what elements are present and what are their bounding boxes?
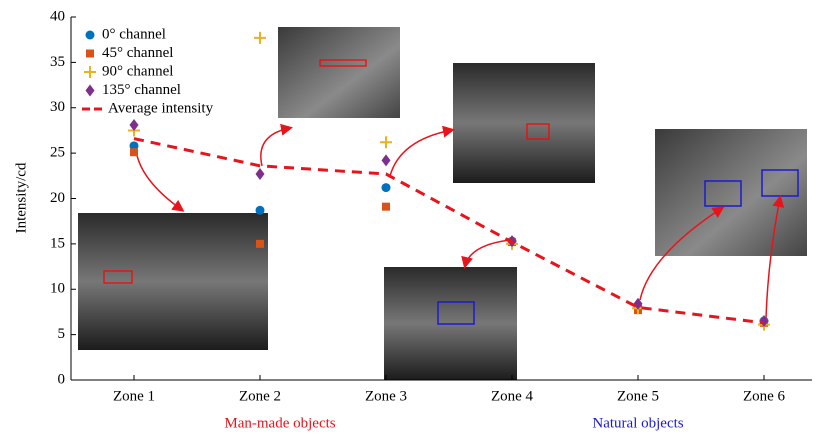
point <box>256 239 264 248</box>
point <box>380 136 392 149</box>
average-line <box>133 137 765 325</box>
x-tick-label: Zone 5 <box>617 388 659 404</box>
roi-box <box>319 59 367 67</box>
roi-box <box>704 180 742 207</box>
y-tick-label: 0 <box>58 371 66 387</box>
y-tick-label: 10 <box>50 281 65 297</box>
point <box>130 148 138 157</box>
arrow <box>260 123 293 167</box>
arrow <box>639 206 725 301</box>
legend-label: 0° channel <box>102 26 166 42</box>
legend-label: 90° channel <box>102 63 173 79</box>
y-tick-label: 40 <box>50 8 65 24</box>
roi-box <box>437 301 475 325</box>
y-tick-label: 20 <box>50 190 65 206</box>
point <box>254 31 266 44</box>
inset-images <box>78 27 807 380</box>
group-label: Man-made objects <box>224 415 335 431</box>
group-label: Natural objects <box>592 415 683 431</box>
inset-image <box>78 213 268 350</box>
point <box>85 84 95 97</box>
point <box>84 66 96 78</box>
inset-image <box>655 129 807 256</box>
legend-label: Average intensity <box>108 100 214 116</box>
point <box>129 141 139 151</box>
point <box>382 202 390 211</box>
legend-label: 135° channel <box>102 82 181 98</box>
point <box>381 183 391 193</box>
x-tick-label: Zone 1 <box>113 388 155 404</box>
y-axis-label: Intensity/cd <box>13 162 29 233</box>
roi-box <box>103 270 133 284</box>
arrow <box>389 125 455 177</box>
arrow <box>135 149 185 212</box>
point <box>255 205 265 215</box>
point <box>633 297 643 310</box>
y-tick-label: 35 <box>50 54 65 70</box>
arrow <box>461 239 511 269</box>
inset-image <box>278 27 400 118</box>
inset-image <box>453 63 595 183</box>
point <box>255 167 265 180</box>
x-tick-label: Zone 3 <box>365 388 407 404</box>
point <box>129 118 139 131</box>
y-tick-label: 15 <box>50 235 65 251</box>
point <box>381 154 391 167</box>
y-tick-label: 25 <box>50 145 65 161</box>
roi-box <box>526 123 550 140</box>
x-tick-label: Zone 4 <box>491 388 534 404</box>
x-tick-label: Zone 2 <box>239 388 281 404</box>
y-tick-label: 30 <box>50 99 65 115</box>
arrow <box>765 195 785 319</box>
x-tick-label: Zone 6 <box>743 388 786 404</box>
legend-label: 45° channel <box>102 45 173 61</box>
point <box>85 30 95 40</box>
point <box>86 49 94 58</box>
y-tick-label: 5 <box>58 326 66 342</box>
